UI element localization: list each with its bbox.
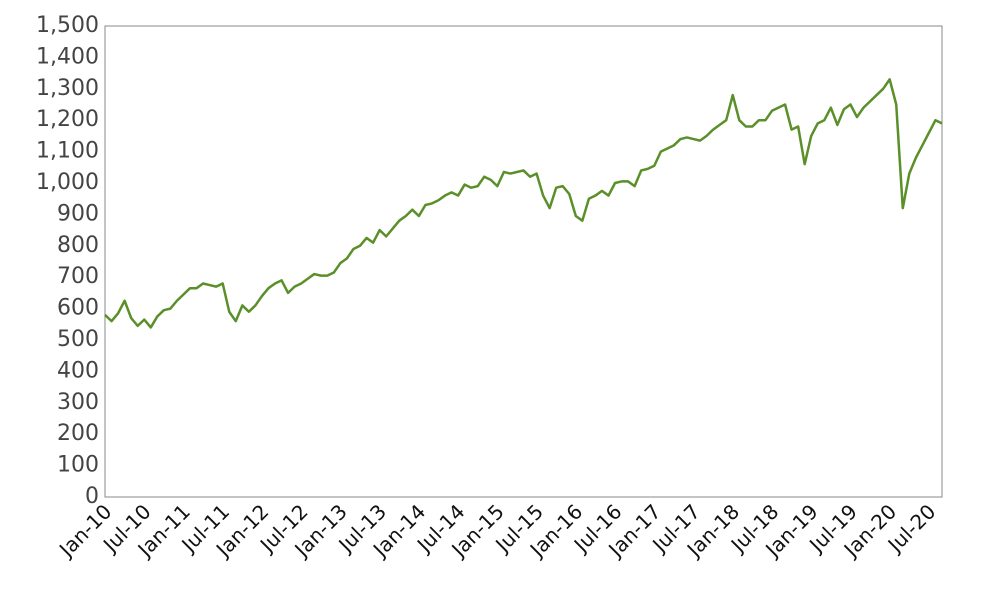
y-tick-label: 1,300: [36, 76, 99, 101]
y-tick-label: 200: [57, 421, 99, 446]
plot-frame: [104, 25, 943, 498]
y-tick-label: 500: [57, 327, 99, 352]
data-line: [104, 78, 943, 329]
y-tick-label: 1,400: [36, 44, 99, 69]
y-tick-label: 1,000: [36, 170, 99, 195]
y-tick-label: 1,500: [36, 13, 99, 38]
y-tick-label: 300: [57, 390, 99, 415]
y-tick-label: 100: [57, 453, 99, 478]
y-tick-label: 700: [57, 264, 99, 289]
y-tick-label: 1,100: [36, 139, 99, 164]
y-tick-label: 1,200: [36, 107, 99, 132]
y-tick-label: 800: [57, 233, 99, 258]
y-tick-label: 400: [57, 358, 99, 383]
y-tick-label: 600: [57, 296, 99, 321]
y-tick-label: 0: [85, 484, 99, 509]
y-tick-label: 900: [57, 201, 99, 226]
